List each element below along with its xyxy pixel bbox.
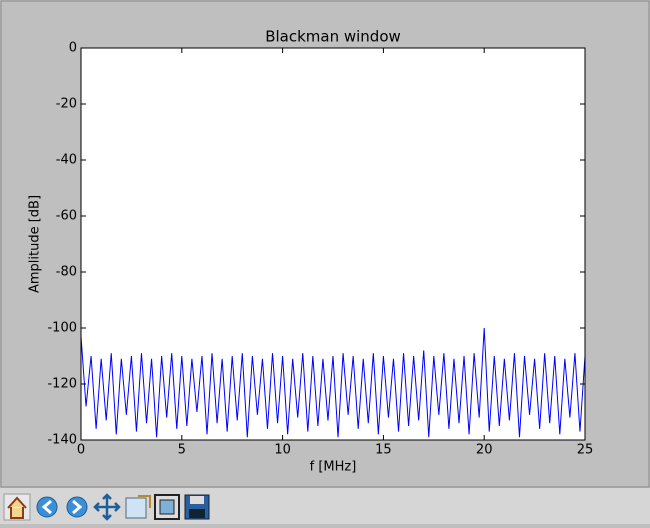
y-axis-label: Amplitude [dB] (28, 195, 43, 293)
x-axis-label: f [MHz] (310, 460, 357, 475)
plot-frame (80, 47, 586, 441)
y-tick-label: -120 (47, 377, 77, 392)
pan-button[interactable] (93, 493, 121, 521)
x-tick-label: 10 (274, 443, 291, 458)
x-tick-label: 5 (178, 443, 186, 458)
y-tick-label: -140 (47, 433, 77, 448)
y-tick-label: 0 (69, 41, 77, 56)
x-tick-label: 25 (577, 443, 594, 458)
y-tick-label: -40 (56, 153, 77, 168)
plot-area (81, 48, 585, 440)
home-button[interactable] (3, 493, 31, 521)
spectrum-line (80, 327, 586, 438)
y-tick-label: -60 (56, 209, 77, 224)
y-tick-label: -100 (47, 321, 77, 336)
forward-button[interactable] (66, 496, 88, 518)
y-tick-label: -80 (56, 265, 77, 280)
data-layer: 0 5 10 15 20 25 0 -20 -40 -60 -80 -100 -120 -140 (47, 41, 593, 458)
x-tick-label: 15 (375, 443, 392, 458)
chart-title: Blackman window (265, 28, 401, 46)
x-tick-label: 20 (476, 443, 493, 458)
x-tick-label: 0 (77, 443, 85, 458)
subplots-button[interactable] (154, 494, 180, 520)
back-button[interactable] (36, 496, 58, 518)
y-tick-label: -20 (56, 97, 77, 112)
zoom-button[interactable] (125, 495, 151, 519)
save-button[interactable] (184, 494, 210, 520)
